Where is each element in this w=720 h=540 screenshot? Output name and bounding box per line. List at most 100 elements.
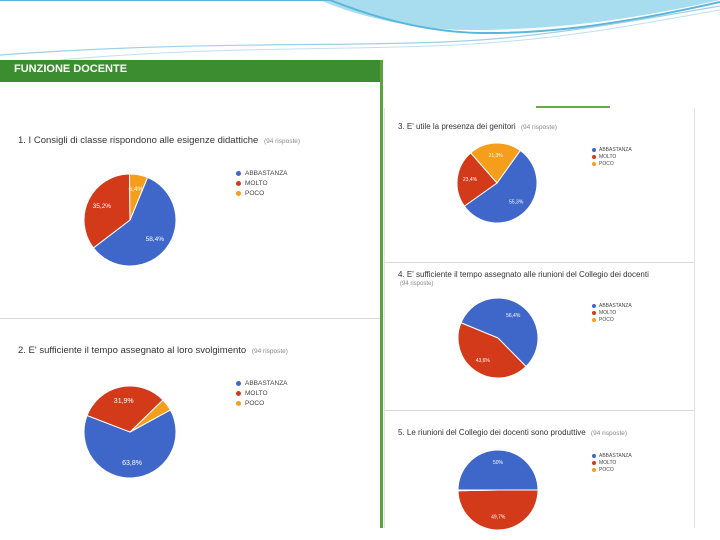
legend-swatch (592, 317, 596, 322)
pie-slice-poco (469, 142, 521, 184)
responses-count: (94 risposte) (251, 348, 288, 355)
legend-item: POCO (592, 316, 632, 323)
pie-slice-abbastanza (463, 149, 538, 224)
responses-count: (94 risposte) (520, 124, 557, 131)
pie-slice-abbastanza (460, 297, 539, 368)
legend-label: ABBASTANZA (599, 302, 632, 309)
pie-slice-molto (86, 385, 164, 433)
legend-label: POCO (245, 399, 265, 407)
chart-title: 4. E' sufficiente il tempo assegnato all… (398, 270, 649, 279)
chart-title: 2. E' sufficiente il tempo assegnato al … (18, 345, 288, 356)
legend-swatch (592, 453, 596, 458)
chart-legend: ABBASTANZA MOLTO POCO (236, 168, 288, 198)
legend-item: POCO (592, 160, 632, 167)
pie-data-label: 56,4% (506, 313, 521, 319)
legend-swatch (592, 303, 596, 308)
legend-swatch (592, 147, 596, 152)
legend-item: ABBASTANZA (236, 168, 288, 178)
legend-item: MOLTO (236, 388, 288, 398)
legend-swatch (592, 161, 596, 166)
pie-slice-molto (457, 322, 527, 379)
legend-label: MOLTO (599, 153, 617, 160)
legend-item: ABBASTANZA (236, 378, 288, 388)
legend-item: MOLTO (592, 309, 632, 316)
pie-slice-abbastanza (83, 409, 177, 479)
legend-label: MOLTO (599, 459, 617, 466)
legend-label: POCO (599, 160, 614, 167)
pie-slice-poco (128, 173, 149, 221)
legend-label: ABBASTANZA (245, 169, 288, 177)
right-panel (384, 108, 695, 528)
pie-slice-abbastanza (457, 449, 539, 491)
pie-data-label: 6,4% (128, 186, 143, 193)
legend-swatch (236, 170, 241, 176)
divider (384, 410, 694, 411)
legend-swatch (592, 310, 596, 315)
legend-label: ABBASTANZA (599, 146, 632, 153)
chart-title-text: 4. E' sufficiente il tempo assegnato all… (398, 270, 649, 279)
pie-slice-molto (456, 152, 498, 207)
legend-swatch (236, 390, 241, 396)
legend-swatch (592, 467, 596, 472)
tab-indicator (536, 106, 610, 108)
chart-title-text: 5. Le riunioni del Collegio dei docenti … (398, 428, 586, 437)
pie-slice-abbastanza (92, 176, 177, 267)
pie-data-label: 58,4% (146, 236, 165, 243)
pie-slice-molto (457, 489, 539, 531)
pie-data-label: 35,2% (93, 203, 112, 210)
legend-item: POCO (236, 398, 288, 408)
chart-title-text: 3. E' utile la presenza dei genitori (398, 122, 516, 131)
chart-title: 1. I Consigli di classe rispondono alle … (18, 135, 300, 146)
chart-legend: ABBASTANZA MOLTO POCO (592, 146, 632, 167)
chart-title-text: 2. E' sufficiente il tempo assegnato al … (18, 345, 247, 356)
section-header: FUNZIONE DOCENTE (0, 60, 380, 82)
legend-swatch (236, 400, 241, 406)
chart-panel-1 (0, 82, 380, 318)
legend-item: ABBASTANZA (592, 146, 632, 153)
chart-legend: ABBASTANZA MOLTO POCO (592, 452, 632, 473)
pie-data-label: 23,4% (463, 177, 478, 183)
legend-item: POCO (592, 466, 632, 473)
pie-data-label: 43,6% (476, 358, 491, 364)
divider (384, 262, 694, 263)
pie-slice-molto (83, 173, 131, 249)
chart-title: 5. Le riunioni del Collegio dei docenti … (398, 428, 627, 437)
legend-item: ABBASTANZA (592, 452, 632, 459)
legend-label: MOLTO (245, 389, 268, 397)
legend-item: ABBASTANZA (592, 302, 632, 309)
pie-data-label: 21,3% (489, 153, 504, 159)
legend-swatch (236, 190, 241, 196)
chart-legend: ABBASTANZA MOLTO POCO (236, 378, 288, 408)
responses-count: (94 risposte) (400, 281, 434, 287)
decorative-swoosh (0, 0, 720, 61)
panel-separator (380, 60, 383, 528)
section-title: FUNZIONE DOCENTE (14, 63, 128, 75)
legend-label: MOLTO (245, 179, 268, 187)
legend-item: MOLTO (592, 153, 632, 160)
chart-legend: ABBASTANZA MOLTO POCO (592, 302, 632, 323)
legend-label: POCO (245, 189, 265, 197)
legend-item: POCO (236, 188, 288, 198)
chart-title: 3. E' utile la presenza dei genitori (94… (398, 122, 557, 131)
right-panel-edge (694, 108, 695, 528)
pie-data-label: 31,9% (114, 398, 134, 405)
pie-data-label: 63,8% (122, 460, 142, 467)
legend-swatch (236, 180, 241, 186)
legend-swatch (592, 154, 596, 159)
pie-data-label: 55,3% (509, 200, 524, 206)
legend-label: POCO (599, 316, 614, 323)
legend-label: POCO (599, 466, 614, 473)
legend-label: ABBASTANZA (599, 452, 632, 459)
responses-count: (94 risposte) (590, 430, 628, 437)
legend-swatch (592, 460, 596, 465)
legend-swatch (236, 380, 241, 386)
chart-title-text: 1. I Consigli di classe rispondono alle … (18, 135, 259, 146)
legend-item: MOLTO (236, 178, 288, 188)
pie-slice-poco (457, 489, 499, 492)
pie-slice-poco (129, 399, 172, 433)
legend-label: MOLTO (599, 309, 617, 316)
responses-count: (94 risposte) (263, 138, 301, 145)
legend-item: MOLTO (592, 459, 632, 466)
legend-label: ABBASTANZA (245, 379, 288, 387)
